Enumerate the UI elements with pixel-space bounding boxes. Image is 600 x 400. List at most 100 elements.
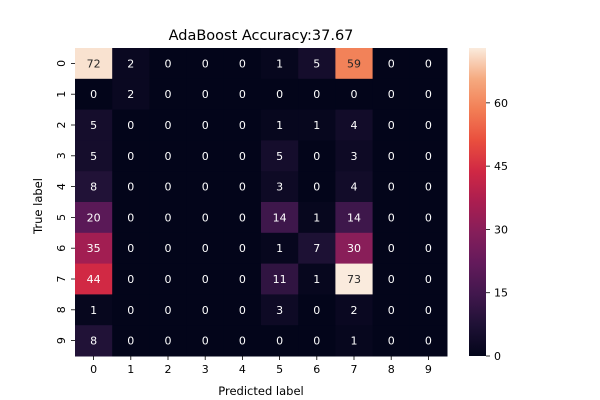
cell-value-label: 0 (202, 119, 209, 132)
heatmap-cell (261, 109, 299, 141)
cell-value-label: 0 (388, 211, 395, 224)
heatmap-cell (223, 78, 262, 111)
heatmap-cell (149, 232, 188, 265)
cell-value-label: 44 (87, 273, 101, 286)
cell-value-label: 0 (165, 181, 172, 194)
heatmap-cell (186, 171, 225, 203)
heatmap-cells: 72 2 0 0 0 1 5 59 0 00 2 0 0 0 0 0 0 0 05 0 0 0 0 1 1 4 0 05 0 0 0 0 5 0 3… (75, 48, 448, 357)
cell-value-label: 0 (239, 119, 246, 132)
colorbar-tick-label: 45 (494, 160, 508, 173)
cell-value-label: 0 (425, 57, 432, 70)
heatmap-cell (261, 48, 299, 80)
colorbar-tick-label: 30 (494, 223, 508, 236)
x-tick-label: 0 (90, 363, 97, 376)
cell-value-label: 0 (313, 304, 320, 317)
heatmap-cell (372, 232, 411, 265)
cell-value-label: 1 (90, 304, 97, 317)
heatmap-cell (223, 325, 262, 357)
heatmap-cell (223, 171, 262, 203)
heatmap-cell (186, 140, 225, 172)
heatmap-cell (223, 202, 262, 234)
heatmap-cell (409, 202, 448, 234)
y-tick-label: 8 (55, 306, 68, 313)
cell-value-label: 0 (202, 242, 209, 255)
cell-value-label: 35 (87, 242, 101, 255)
cell-value-label: 5 (90, 150, 97, 163)
heatmap-cell (372, 202, 411, 234)
cell-value-label: 0 (165, 304, 172, 317)
heatmap-cell (223, 109, 262, 141)
heatmap-cell (335, 48, 374, 80)
heatmap-cell (409, 48, 448, 80)
heatmap-cell (372, 140, 411, 172)
cell-value-label: 0 (165, 211, 172, 224)
heatmap-cell (186, 78, 225, 111)
heatmap-cell (75, 202, 113, 234)
cell-value-label: 0 (425, 335, 432, 348)
cell-value-label: 0 (165, 88, 172, 101)
cell-value-label: 0 (276, 88, 283, 101)
cell-value-label: 2 (127, 88, 134, 101)
cell-value-label: 5 (313, 57, 320, 70)
cell-value-label: 0 (388, 335, 395, 348)
heatmap-cell (112, 171, 150, 203)
cell-value-label: 0 (425, 211, 432, 224)
cell-value-label: 0 (388, 88, 395, 101)
colorbar-tick-label: 0 (494, 350, 501, 363)
colorbar-tick-label: 15 (494, 287, 508, 300)
heatmap-cell (112, 325, 150, 357)
x-tick-label: 7 (351, 363, 358, 376)
heatmap-cell (75, 294, 113, 326)
heatmap-cell (149, 140, 188, 172)
cell-value-label: 0 (239, 211, 246, 224)
cell-value-label: 0 (165, 150, 172, 163)
heatmap-cell (335, 294, 374, 326)
cell-value-label: 0 (202, 57, 209, 70)
cell-value-label: 0 (388, 181, 395, 194)
cell-value-label: 0 (202, 304, 209, 317)
heatmap-cell (298, 171, 336, 203)
y-tick-label: 7 (55, 276, 68, 283)
cell-value-label: 0 (388, 150, 395, 163)
heatmap-cell (261, 171, 299, 203)
cell-value-label: 1 (351, 335, 358, 348)
heatmap-cell (409, 171, 448, 203)
cell-value-label: 0 (425, 119, 432, 132)
cell-value-label: 0 (239, 273, 246, 286)
heatmap-cell (372, 48, 411, 80)
heatmap-cell (149, 171, 188, 203)
x-tick-label: 2 (165, 363, 172, 376)
cell-value-label: 0 (425, 304, 432, 317)
heatmap-cell (298, 263, 336, 295)
heatmap-cell (298, 294, 336, 326)
heatmap-cell (261, 294, 299, 326)
cell-value-label: 8 (90, 181, 97, 194)
y-tick-label: 4 (55, 183, 68, 190)
cell-value-label: 1 (313, 211, 320, 224)
colorbar-ticks: 0 15 30 45 60 (486, 97, 508, 363)
cell-value-label: 73 (347, 273, 361, 286)
heatmap-cell (372, 171, 411, 203)
cell-value-label: 0 (127, 273, 134, 286)
cell-value-label: 0 (239, 88, 246, 101)
cell-value-label: 4 (351, 119, 358, 132)
heatmap-cell (75, 78, 113, 111)
cell-value-label: 0 (313, 181, 320, 194)
heatmap-cell (186, 325, 225, 357)
heatmap-cell (372, 325, 411, 357)
cell-value-label: 0 (425, 88, 432, 101)
x-tick-label: 8 (388, 363, 395, 376)
cell-value-label: 3 (276, 181, 283, 194)
heatmap-cell (223, 48, 262, 80)
cell-value-label: 2 (127, 57, 134, 70)
heatmap-cell (186, 294, 225, 326)
heatmap-cell (112, 232, 150, 265)
heatmap-cell (335, 78, 374, 111)
cell-value-label: 0 (313, 335, 320, 348)
y-tick-label: 3 (55, 152, 68, 159)
y-tick-label: 0 (55, 60, 68, 67)
heatmap-cell (261, 232, 299, 265)
cell-value-label: 4 (351, 181, 358, 194)
heatmap-cell (335, 325, 374, 357)
heatmap-cell (223, 294, 262, 326)
